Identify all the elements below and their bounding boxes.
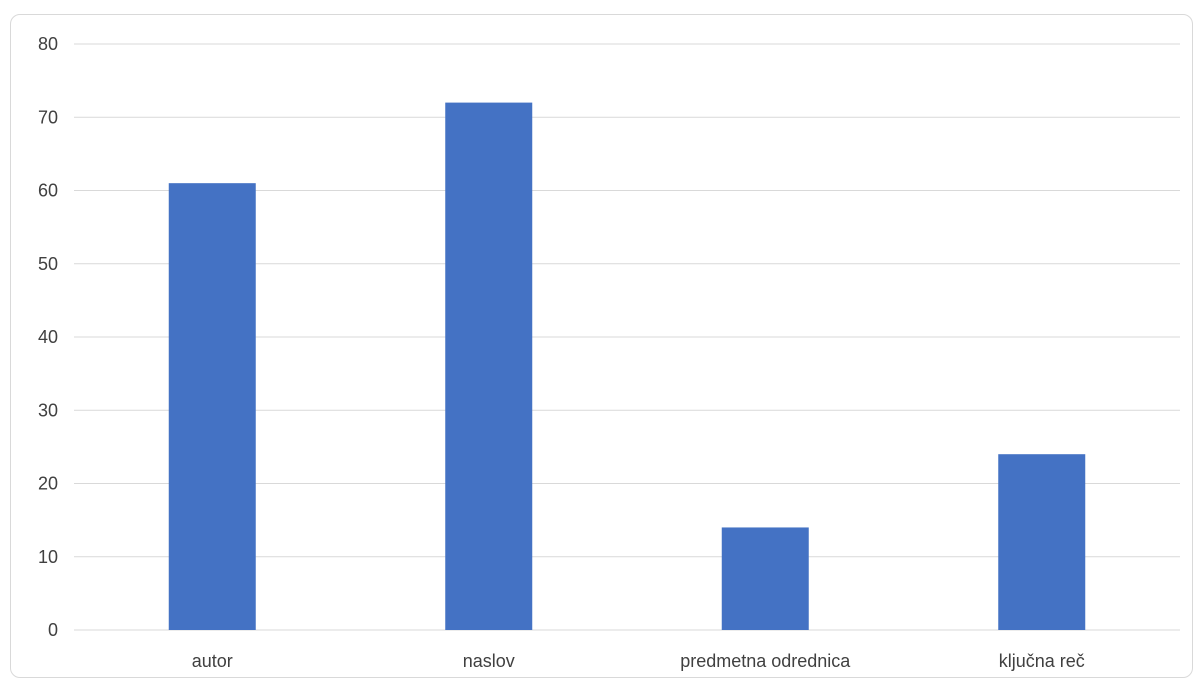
y-tick-label: 60 (38, 181, 58, 201)
bar-naslov (445, 102, 533, 631)
x-category-label: naslov (463, 651, 515, 671)
bar-ključna-reč (998, 454, 1086, 630)
x-category-label: autor (192, 651, 233, 671)
bar-predmetna-odrednica (721, 527, 809, 630)
y-tick-label: 70 (38, 107, 58, 127)
y-tick-label: 20 (38, 474, 58, 494)
x-category-label: predmetna odrednica (680, 651, 851, 671)
x-category-label: ključna reč (999, 651, 1085, 671)
gridlines (74, 43, 1180, 631)
y-tick-label: 30 (38, 400, 58, 420)
y-tick-label: 0 (48, 620, 58, 640)
bars (168, 102, 1086, 631)
x-axis-labels: autor naslov predmetna odrednica ključna re… (192, 651, 1085, 671)
y-tick-label: 80 (38, 34, 58, 54)
y-axis-ticks: 0 10 20 30 40 50 60 70 80 (38, 34, 58, 640)
y-tick-label: 10 (38, 547, 58, 567)
y-tick-label: 40 (38, 327, 58, 347)
bar-autor (168, 183, 256, 631)
y-tick-label: 50 (38, 254, 58, 274)
